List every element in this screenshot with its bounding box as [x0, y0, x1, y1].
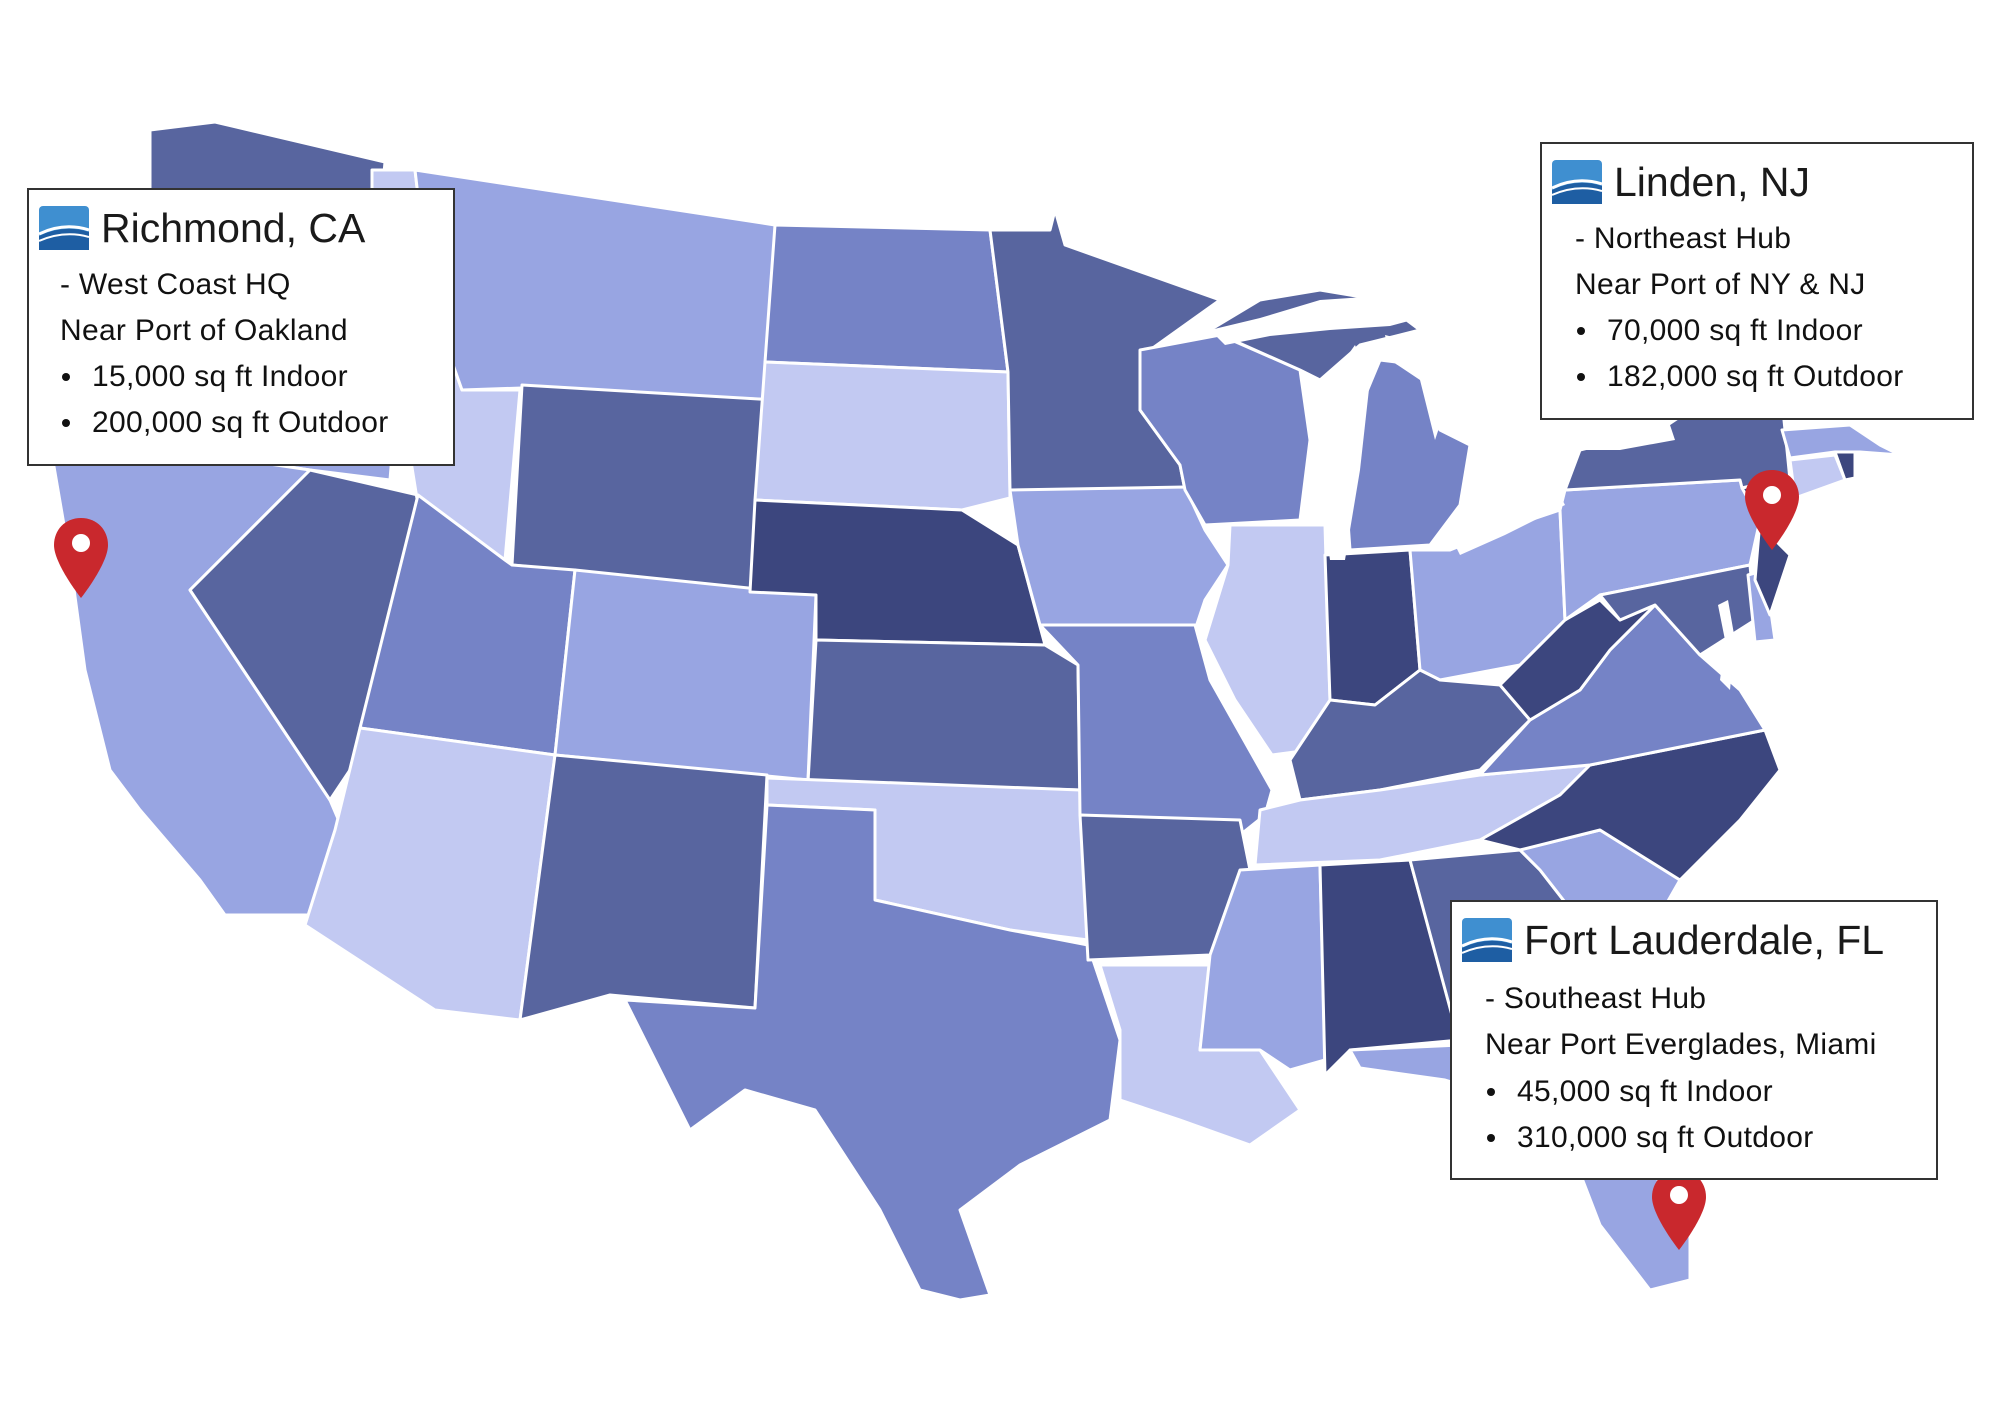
state-north-dakota — [763, 223, 1010, 374]
map-pin-icon[interactable] — [1650, 1168, 1708, 1252]
lake-michigan — [1318, 345, 1370, 560]
state-north-carolina — [1478, 728, 1782, 882]
chesapeake-bay — [1718, 600, 1735, 690]
state-montana — [413, 168, 777, 402]
map-pin-icon[interactable] — [1743, 468, 1801, 552]
location-indoor: 70,000 sq ft Indoor — [1607, 314, 1863, 347]
location-card-linden: Linden, NJ - Northeast Hub Near Port of … — [1540, 142, 1974, 420]
location-role: - Northeast Hub — [1575, 222, 1792, 255]
location-port: Near Port Everglades, Miami — [1485, 1028, 1877, 1061]
map-pin-icon[interactable] — [52, 516, 110, 600]
location-title: Fort Lauderdale, FL — [1524, 917, 1885, 963]
location-port: Near Port of Oakland — [60, 314, 348, 347]
location-indoor: 45,000 sq ft Indoor — [1517, 1075, 1773, 1108]
location-title: Linden, NJ — [1614, 159, 1811, 205]
location-card-fort-lauderdale: Fort Lauderdale, FL - Southeast Hub Near… — [1450, 900, 1938, 1180]
company-logo-icon — [39, 206, 89, 250]
location-port: Near Port of NY & NJ — [1575, 268, 1866, 301]
state-alabama — [1318, 858, 1462, 1077]
lake-ontario — [1580, 425, 1675, 450]
location-title: Richmond, CA — [101, 205, 366, 251]
state-maryland — [1598, 563, 1757, 657]
state-texas — [623, 803, 1122, 1302]
bullet — [1577, 327, 1585, 335]
company-logo-icon — [1462, 918, 1512, 962]
lake-huron — [1385, 335, 1445, 440]
bullet — [62, 419, 70, 427]
state-south-dakota — [753, 360, 1012, 512]
location-role: - Southeast Hub — [1485, 982, 1707, 1015]
bullet — [1577, 373, 1585, 381]
location-outdoor: 182,000 sq ft Outdoor — [1607, 360, 1904, 393]
lake-erie — [1455, 495, 1565, 555]
company-logo-icon — [1552, 160, 1602, 204]
state-massachusetts — [1780, 423, 1902, 460]
state-west-virginia — [1498, 598, 1657, 722]
location-card-richmond: Richmond, CA - West Coast HQ Near Port o… — [27, 188, 455, 466]
bullet — [1487, 1088, 1495, 1096]
location-indoor: 15,000 sq ft Indoor — [92, 360, 348, 393]
location-role: - West Coast HQ — [60, 268, 291, 301]
bullet — [1487, 1134, 1495, 1142]
location-outdoor: 310,000 sq ft Outdoor — [1517, 1121, 1814, 1154]
lake-superior — [1210, 296, 1420, 345]
state-kansas — [806, 638, 1082, 792]
state-new-mexico — [518, 753, 769, 1022]
bullet — [62, 373, 70, 381]
state-wyoming — [510, 383, 777, 592]
state-colorado — [553, 568, 818, 782]
location-outdoor: 200,000 sq ft Outdoor — [92, 406, 389, 439]
